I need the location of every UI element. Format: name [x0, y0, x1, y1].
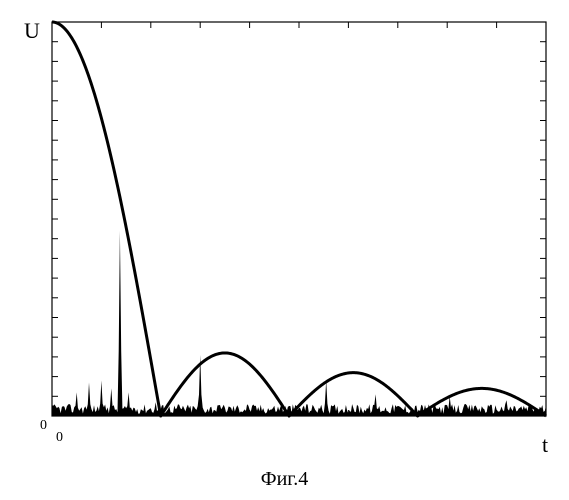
axis-origin-y: 0	[40, 418, 47, 434]
x-axis-label: t	[542, 432, 548, 458]
axis-origin-x: 0	[56, 430, 63, 446]
figure-container: { "plot": { "type": "line", "width_px": …	[0, 0, 569, 500]
y-axis-label: U	[24, 18, 40, 44]
figure-caption: Фиг.4	[0, 468, 569, 491]
oscilloscope-plot	[14, 14, 554, 434]
